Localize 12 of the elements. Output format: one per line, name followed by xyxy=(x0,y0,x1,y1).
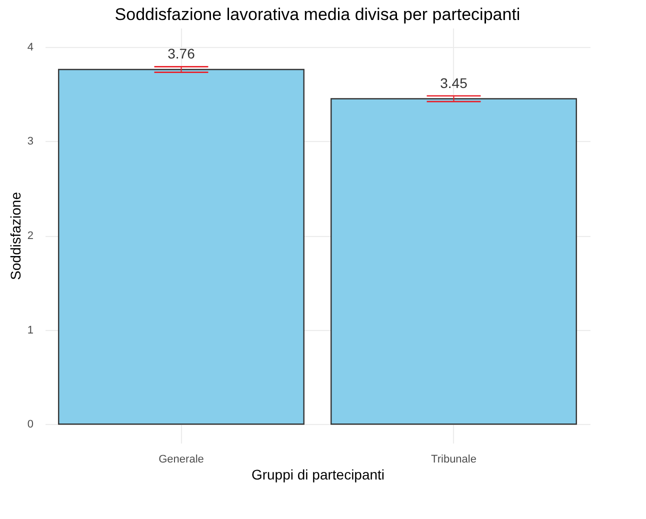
y-tick-label: 3 xyxy=(27,136,34,148)
data-label: 3.45 xyxy=(440,74,468,91)
y-tick-label: 4 xyxy=(27,41,34,54)
y-axis-title: Soddisfazione xyxy=(7,192,24,280)
y-tick-label: 2 xyxy=(27,230,34,242)
y-tick-label: 1 xyxy=(27,324,34,336)
data-label: 3.76 xyxy=(168,46,196,62)
x-tick-label: Tribunale xyxy=(431,454,476,466)
y-tick-label: 0 xyxy=(27,418,34,431)
chart-title: Soddisfazione lavorativa media divisa per partecipanti xyxy=(114,5,520,24)
x-axis-title: Gruppi di partecipanti xyxy=(251,466,385,482)
x-tick-label: Generale xyxy=(158,454,204,466)
